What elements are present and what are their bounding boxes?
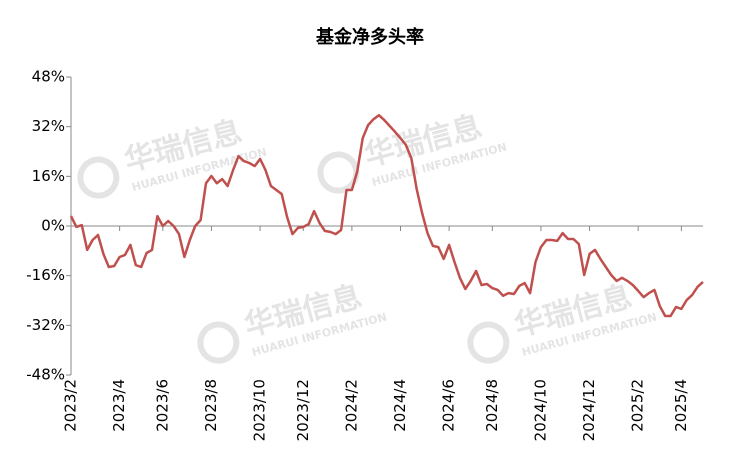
x-tick-label: 2023/12: [294, 379, 312, 441]
x-tick-label: 2023/6: [153, 379, 171, 432]
y-tick-label: -48%: [26, 366, 65, 384]
x-tick-label: 2023/8: [202, 379, 220, 432]
x-tick-label: 2024/10: [531, 379, 549, 441]
y-tick-label: 48%: [32, 68, 65, 86]
x-tick-label: 2024/6: [440, 379, 458, 432]
x-tick-label: 2023/2: [62, 379, 80, 432]
watermark-logo: [77, 156, 120, 199]
x-tick-label: 2025/2: [629, 379, 647, 432]
x-tick-label: 2023/4: [110, 379, 128, 432]
watermark-logo: [467, 321, 510, 364]
data-line: [69, 113, 704, 318]
y-tick-label: 32%: [32, 117, 65, 135]
x-tick-label: 2023/10: [251, 379, 269, 441]
watermark-logo: [197, 321, 240, 364]
y-tick-label: -32%: [26, 316, 65, 334]
x-tick-label: 2024/8: [483, 379, 501, 432]
chart-title: 基金净多头率: [315, 26, 424, 48]
x-tick-label: 2025/4: [672, 379, 690, 432]
y-tick-label: 16%: [32, 167, 65, 185]
y-tick-label: -16%: [26, 266, 65, 284]
x-tick-label: 2024/4: [391, 379, 409, 432]
x-tick-label: 2024/2: [342, 379, 360, 432]
x-tick-label: 2024/12: [580, 379, 598, 441]
y-tick-label: 0%: [41, 217, 65, 235]
watermark-logo: [317, 151, 360, 194]
